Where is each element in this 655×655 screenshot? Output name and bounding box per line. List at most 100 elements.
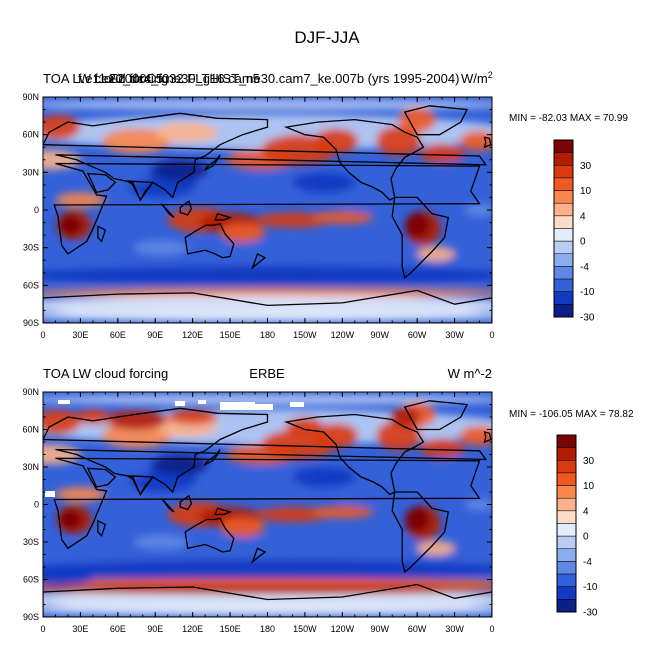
coastline <box>403 105 469 136</box>
colorbar-swatch <box>556 586 577 600</box>
colorbar-swatch <box>553 278 574 292</box>
lon-tick-label: 150W <box>293 624 317 634</box>
colorbar-tick-label: 4 <box>583 506 589 517</box>
lon-tick-label: 150E <box>220 624 241 634</box>
colorbar-tick-label: -30 <box>583 608 598 619</box>
coastline <box>86 172 117 194</box>
lat-tick-label: 60N <box>22 130 39 140</box>
colorbar-swatch <box>556 510 577 524</box>
colorbar-swatch <box>556 434 577 448</box>
coastline <box>391 196 450 279</box>
colorbar-swatch <box>553 190 574 204</box>
panel-units-title: W m^-2 <box>448 366 492 381</box>
lat-tick-label: 90N <box>22 387 39 397</box>
coastline <box>97 225 107 243</box>
lon-tick-label: 90W <box>370 624 389 634</box>
colorbar-tick-label: 0 <box>583 532 589 543</box>
coastline <box>283 118 425 201</box>
lon-tick-label: 90E <box>147 330 163 340</box>
colorbar-swatch <box>556 447 577 461</box>
coastline <box>203 449 221 466</box>
panel-center-title: ERBE <box>249 366 285 381</box>
lat-tick-label: 30S <box>23 243 39 253</box>
coastline <box>483 431 492 444</box>
lon-tick-label: 30E <box>72 624 88 634</box>
lon-tick-label: 120E <box>182 330 203 340</box>
panel-stats: MIN = -106.05 MAX = 78.82 <box>509 409 634 420</box>
panel-units-title: W/m2 <box>461 70 493 86</box>
lat-tick-label: 60S <box>23 575 39 585</box>
lat-tick-label: 30S <box>23 537 39 547</box>
colorbar-swatch <box>553 215 574 229</box>
colorbar-swatch <box>556 561 577 575</box>
colorbar-swatch <box>553 291 574 305</box>
colorbar-swatch <box>553 177 574 191</box>
coastline <box>43 289 492 323</box>
lon-tick-label: 0 <box>489 330 494 340</box>
colorbar-swatch <box>553 139 574 153</box>
coastline <box>125 180 155 202</box>
colorbar-tick-label: -4 <box>580 262 589 273</box>
colorbar-tick-label: -30 <box>580 313 595 324</box>
lon-tick-label: 150E <box>220 330 241 340</box>
coastline <box>43 407 488 496</box>
coastline <box>43 112 488 202</box>
panel-overlap-title: f.e20_dc4_f032 FLTHIST_ne30.cam7_ke.007b… <box>94 71 459 86</box>
coastline <box>160 203 175 219</box>
coastline <box>53 457 481 550</box>
coastline <box>184 223 235 259</box>
colorbar-swatch <box>553 165 574 179</box>
colorbar-swatch <box>556 497 577 512</box>
lon-tick-label: 0 <box>40 624 45 634</box>
panel-left-title: TOA LW cloud forcing <box>43 71 168 86</box>
colorbar-swatch <box>553 202 574 217</box>
coastline <box>251 547 267 565</box>
coastline <box>179 200 193 216</box>
lon-tick-label: 90E <box>147 624 163 634</box>
lon-tick-label: 30E <box>72 330 88 340</box>
colorbar-tick-label: 4 <box>580 211 586 222</box>
colorbar-swatch <box>556 523 577 537</box>
coastline <box>203 154 221 172</box>
coastline <box>97 519 107 538</box>
coastline <box>214 507 233 516</box>
lon-tick-label: 0 <box>40 330 45 340</box>
colorbar-tick-label: -10 <box>580 287 595 298</box>
colorbar-tick-label: 10 <box>580 186 592 197</box>
coastline <box>179 494 193 511</box>
colorbar-swatch <box>553 228 574 242</box>
coastline <box>184 517 235 553</box>
lon-tick-label: 150W <box>293 330 317 340</box>
colorbar: 30 10 4 0 -4 -10 -30 <box>556 434 598 619</box>
lat-tick-label: 60S <box>23 280 39 290</box>
lat-tick-label: 30N <box>22 167 39 177</box>
lat-tick-label: 30N <box>22 462 39 472</box>
colorbar-swatch <box>553 304 574 318</box>
lat-tick-label: 0 <box>34 500 39 510</box>
colorbar-swatch <box>556 573 577 587</box>
lat-tick-label: 0 <box>34 205 39 215</box>
colorbar-tick-label: 30 <box>583 456 595 467</box>
lon-tick-label: 60E <box>110 330 126 340</box>
panel-left-title: TOA LW cloud forcing <box>43 366 168 381</box>
lon-tick-label: 60W <box>408 330 427 340</box>
coastline <box>43 583 492 617</box>
colorbar-tick-label: -4 <box>583 557 592 568</box>
colorbar-swatch <box>553 253 574 267</box>
coastline <box>160 497 175 513</box>
colorbar-tick-label: -10 <box>583 582 598 593</box>
colorbar-swatch <box>556 460 577 474</box>
coastline <box>251 252 267 270</box>
colorbar-tick-label: 10 <box>583 481 595 492</box>
colorbar-tick-label: 0 <box>580 237 586 248</box>
lon-tick-label: 120E <box>182 624 203 634</box>
coastline <box>125 475 155 496</box>
colorbar-tick-label: 30 <box>580 161 592 172</box>
lat-tick-label: 90S <box>23 318 39 328</box>
panel-model: TOA LW cloud forcing f.e11.F2000C5.ne30_… <box>22 70 628 340</box>
lon-tick-label: 30W <box>445 624 464 634</box>
coastline <box>483 136 492 149</box>
